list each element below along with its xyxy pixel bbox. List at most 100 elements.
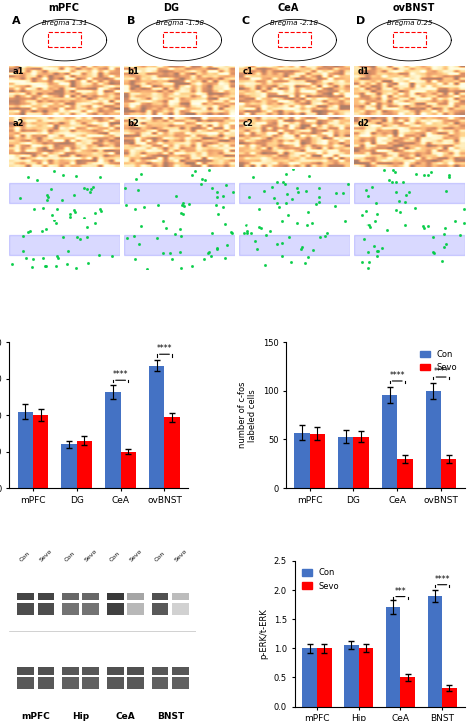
Bar [82, 678, 99, 689]
Bar [302, 648, 317, 707]
Bar [120, 451, 136, 488]
Text: ****: **** [433, 367, 449, 376]
Text: Hip: Hip [72, 712, 89, 721]
Bar [152, 603, 168, 615]
Bar [62, 678, 79, 689]
Text: Bregma -1.58: Bregma -1.58 [155, 20, 203, 27]
Text: d4: d4 [357, 221, 369, 231]
Bar [127, 603, 144, 615]
Bar [239, 235, 350, 255]
Bar [397, 459, 412, 488]
Bar [354, 235, 465, 255]
Text: a3: a3 [13, 170, 24, 179]
Text: c3: c3 [243, 170, 253, 179]
Bar [172, 678, 189, 689]
Bar [62, 667, 79, 675]
Bar [428, 596, 442, 707]
Text: ****: **** [435, 575, 450, 583]
Text: Sevo: Sevo [128, 548, 143, 562]
Text: c4: c4 [243, 221, 254, 231]
Text: Con: Con [64, 550, 76, 562]
Text: a1: a1 [13, 67, 24, 76]
Bar [107, 667, 124, 675]
Bar [382, 394, 397, 488]
Bar [17, 593, 34, 600]
Bar [33, 415, 48, 488]
Text: Con: Con [109, 550, 121, 562]
Text: Bregma -2.18: Bregma -2.18 [271, 20, 319, 27]
Text: ****: **** [390, 371, 405, 380]
Text: b4: b4 [128, 221, 139, 231]
Text: mPFC: mPFC [21, 712, 50, 721]
Text: mPFC: mPFC [48, 4, 79, 14]
Bar [338, 436, 354, 488]
Bar [37, 593, 55, 600]
Text: A: A [12, 16, 20, 26]
Bar [239, 183, 350, 203]
Bar [401, 678, 415, 707]
Legend: Con, Sevo: Con, Sevo [416, 347, 460, 376]
Text: ****: **** [113, 370, 128, 379]
Text: Bregma 0.25: Bregma 0.25 [386, 20, 432, 27]
Bar [62, 603, 79, 615]
Bar [152, 593, 168, 600]
Bar [127, 593, 144, 600]
Text: Sevo: Sevo [39, 548, 53, 562]
Bar [354, 436, 369, 488]
Text: d2: d2 [357, 119, 369, 128]
Text: b1: b1 [128, 67, 139, 76]
Text: c2: c2 [243, 119, 254, 128]
Bar [441, 459, 456, 488]
Text: ***: *** [395, 586, 406, 596]
Bar [359, 648, 374, 707]
Bar [17, 667, 34, 675]
Text: D: D [356, 16, 365, 26]
Bar [107, 603, 124, 615]
Bar [77, 441, 92, 488]
Text: DG: DG [163, 4, 179, 14]
Text: b2: b2 [128, 119, 139, 128]
Bar [9, 183, 120, 203]
Y-axis label: number of c-fos
labeled cells: number of c-fos labeled cells [238, 382, 257, 448]
Text: ****: **** [157, 344, 172, 353]
Text: ovBNST: ovBNST [393, 4, 435, 14]
Text: Con: Con [19, 550, 31, 562]
Text: CeA: CeA [116, 712, 135, 721]
Text: Con: Con [154, 550, 166, 562]
Bar [172, 593, 189, 600]
Bar [82, 593, 99, 600]
Bar [107, 593, 124, 600]
Bar [127, 667, 144, 675]
Bar [9, 235, 120, 255]
Bar [82, 667, 99, 675]
Bar [442, 688, 457, 707]
Text: a2: a2 [13, 119, 24, 128]
Bar [152, 667, 168, 675]
Bar [344, 645, 359, 707]
Bar [149, 366, 164, 488]
Bar [37, 667, 55, 675]
Bar [127, 678, 144, 689]
Bar [82, 603, 99, 615]
Text: CeA: CeA [278, 4, 299, 14]
Text: d3: d3 [357, 170, 369, 179]
Bar [426, 391, 441, 488]
Text: c1: c1 [243, 67, 254, 76]
Text: Bregma 1.31: Bregma 1.31 [42, 20, 88, 27]
Bar [62, 444, 77, 488]
Legend: Con, Sevo: Con, Sevo [299, 565, 343, 594]
Bar [164, 417, 180, 488]
Bar [124, 183, 235, 203]
Bar [124, 235, 235, 255]
Text: BNST: BNST [156, 712, 184, 721]
Bar [294, 433, 310, 488]
Bar [105, 392, 120, 488]
Text: B: B [127, 16, 135, 26]
Bar [172, 667, 189, 675]
Bar [17, 603, 34, 615]
Bar [17, 678, 34, 689]
Bar [18, 412, 33, 488]
Y-axis label: p-ERK/t-ERK: p-ERK/t-ERK [259, 609, 268, 659]
Text: a4: a4 [13, 221, 24, 231]
Text: b3: b3 [128, 170, 139, 179]
